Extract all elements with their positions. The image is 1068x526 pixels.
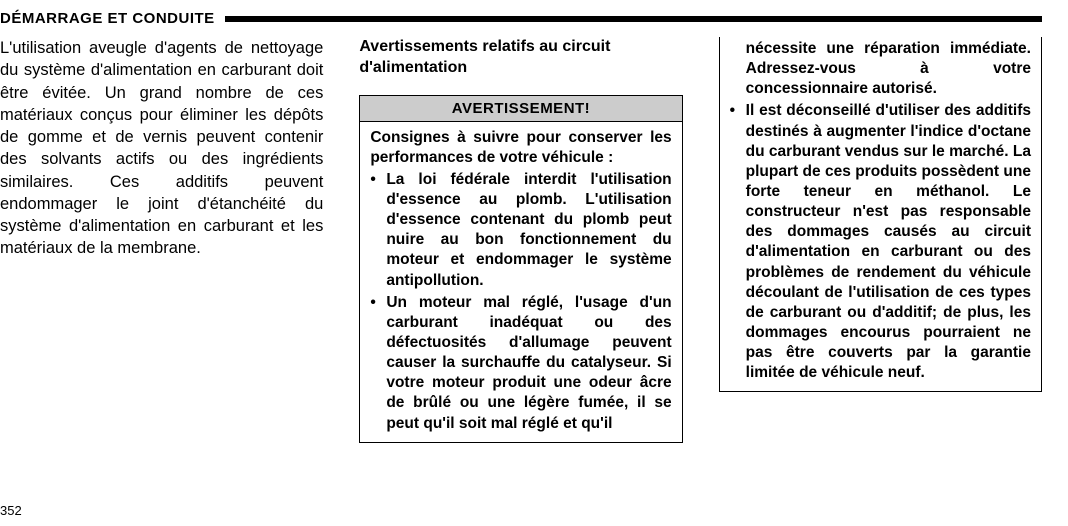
warning-continuation-text: nécessite une réparation immédiate. Adre… bbox=[730, 39, 1031, 99]
warning-title: AVERTISSEMENT! bbox=[360, 96, 681, 122]
warning-body-continued: nécessite une réparation immédiate. Adre… bbox=[720, 37, 1041, 391]
warning-bullet-3: Il est déconseillé d'utiliser des additi… bbox=[730, 101, 1031, 383]
col1-paragraph: L'utilisation aveugle d'agents de nettoy… bbox=[0, 37, 323, 260]
warning-body: Consignes à suivre pour conserver les pe… bbox=[360, 122, 681, 442]
header-rule bbox=[225, 16, 1042, 22]
column-3: nécessite une réparation immédiate. Adre… bbox=[719, 37, 1042, 443]
warning-bullets: La loi fédérale interdit l'utilisation d… bbox=[370, 170, 671, 434]
warning-bullet-2: Un moteur mal réglé, l'usage d'un carbur… bbox=[370, 293, 671, 434]
page-section-title: DÉMARRAGE ET CONDUITE bbox=[0, 10, 225, 27]
column-2: Avertissements relatifs au circuit d'ali… bbox=[359, 37, 682, 443]
warning-intro: Consignes à suivre pour conserver les pe… bbox=[370, 128, 671, 168]
content-columns: L'utilisation aveugle d'agents de nettoy… bbox=[0, 37, 1042, 443]
warning-bullet-1: La loi fédérale interdit l'utilisation d… bbox=[370, 170, 671, 291]
warning-box: AVERTISSEMENT! Consignes à suivre pour c… bbox=[359, 95, 682, 443]
column-1: L'utilisation aveugle d'agents de nettoy… bbox=[0, 37, 323, 443]
col2-heading: Avertissements relatifs au circuit d'ali… bbox=[359, 37, 682, 79]
warning-box-continued: nécessite une réparation immédiate. Adre… bbox=[719, 37, 1042, 392]
warning-bullets-continued: Il est déconseillé d'utiliser des additi… bbox=[730, 101, 1031, 383]
page-number: 352 bbox=[0, 503, 22, 518]
